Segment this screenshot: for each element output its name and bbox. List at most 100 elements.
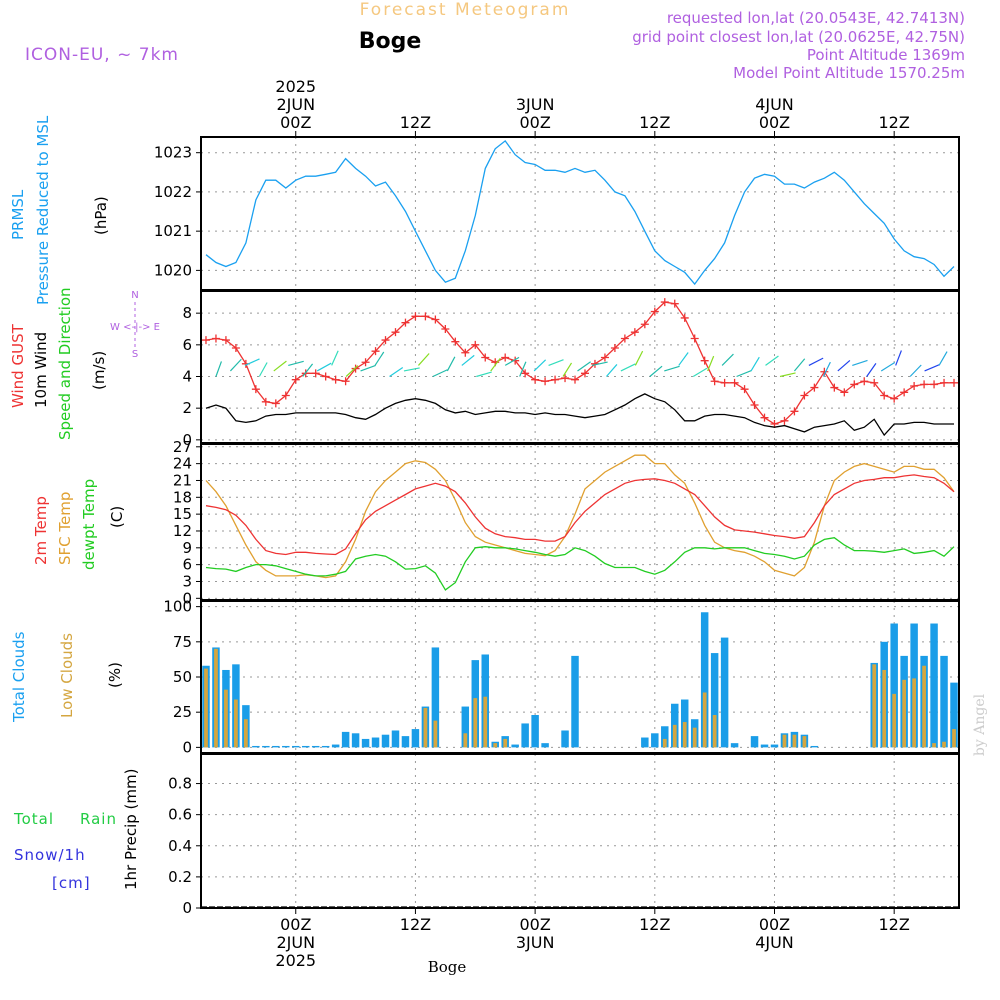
gust-point	[521, 369, 530, 378]
clouds-ytick-label: 25	[173, 703, 192, 721]
gust-point	[600, 353, 609, 362]
total-cloud-bar	[381, 734, 390, 748]
bottom-time-label: 2JUN	[276, 933, 315, 952]
wind-direction-arrow	[880, 361, 896, 372]
wind-direction-arrow	[736, 369, 752, 378]
wind-direction-arrow	[417, 353, 430, 366]
wind-ytick-label: 2	[182, 399, 192, 417]
wind-direction-arrow	[837, 360, 851, 372]
gust-point	[531, 375, 540, 384]
top-time-label: 12Z	[400, 113, 431, 132]
low-cloud-bar	[214, 648, 218, 748]
pressure-msl-label: Pressure Reduced to MSL	[34, 115, 52, 305]
gust-point	[780, 416, 789, 425]
total-cloud-bar	[720, 637, 729, 748]
bottom-time-label: 2025	[275, 951, 316, 970]
bottom-time-label: 12Z	[400, 915, 431, 934]
wind-direction-arrow	[634, 350, 644, 366]
total-cloud-bar	[252, 745, 260, 748]
top-time-label: 00Z	[280, 113, 311, 132]
gust-point	[680, 313, 689, 322]
wind-direction-arrow	[389, 367, 404, 377]
total-cloud-bar	[431, 647, 440, 748]
wind-direction-arrow	[215, 361, 222, 377]
gust-point	[900, 388, 909, 397]
precip-ytick-label: 0.2	[168, 868, 192, 886]
total-cloud-bar	[391, 730, 400, 748]
low-cloud-bar	[483, 696, 488, 748]
wind-direction-arrow	[403, 367, 420, 372]
speed-direction-label: Speed and Direction	[56, 287, 74, 440]
bottom-time-label: 00Z	[519, 915, 550, 934]
clouds-ytick-label: 75	[173, 633, 192, 651]
low-cloud-bar	[942, 741, 946, 748]
low-cloud-bar	[244, 719, 248, 748]
snow-unit-label: [cm]	[52, 874, 91, 892]
low-clouds-label: Low Clouds	[58, 633, 76, 718]
wind-direction-arrow	[316, 362, 332, 372]
total-cloud-bar	[561, 730, 569, 748]
gust-point	[890, 394, 899, 403]
wind-direction-arrow	[258, 362, 268, 377]
total-cloud-bar	[661, 726, 669, 748]
low-cloud-bar	[503, 738, 508, 748]
low-cloud-bar	[912, 678, 916, 748]
model-altitude: Model Point Altitude 1570.25m	[733, 64, 965, 82]
low-cloud-bar	[662, 738, 667, 748]
total-cloud-bar	[461, 706, 470, 748]
total-cloud-bar	[262, 745, 270, 748]
gust-point	[541, 377, 550, 386]
pressure-series-line	[205, 139, 955, 286]
gust-point	[381, 336, 390, 345]
temperature-ytick-label: 27	[173, 438, 192, 456]
gust-point	[790, 407, 799, 416]
gust-point	[850, 380, 859, 389]
gust-point	[740, 385, 749, 394]
precip-unit-label: 1hr Precip (mm)	[122, 769, 140, 890]
total-label: Total	[13, 810, 54, 828]
bottom-time-label: 12Z	[879, 915, 910, 934]
celsius-unit-label: (C)	[108, 506, 126, 528]
total-cloud-bar	[730, 743, 739, 748]
top-time-label: 00Z	[519, 113, 550, 132]
total-cloud-bar	[700, 612, 709, 748]
wind-direction-arrow	[461, 354, 475, 366]
gust-point	[361, 358, 370, 367]
gust-point	[670, 299, 679, 308]
low-cloud-bar	[902, 679, 907, 748]
top-time-label: 4JUN	[755, 95, 794, 114]
gust-point	[630, 328, 639, 337]
gust-point	[750, 401, 759, 409]
temperature-panel-frame	[200, 443, 960, 601]
sfc-temp-line	[205, 454, 955, 579]
dewpt-temp-label: dewpt Temp	[80, 479, 98, 570]
gust-point	[561, 374, 570, 383]
temperature-ytick-label: 3	[182, 572, 192, 590]
precip-panel-labels: Total Rain Snow/1h [cm] 1hr Precip (mm)	[13, 769, 140, 892]
wind-direction-arrow	[649, 365, 663, 377]
total-cloud-bar	[321, 745, 330, 748]
gust-point	[341, 377, 350, 386]
gust-point	[391, 328, 400, 337]
gust-point	[610, 344, 619, 352]
temperature-ytick-label: 15	[173, 505, 192, 523]
clouds-ytick-label: 0	[182, 738, 192, 756]
total-cloud-bar	[361, 738, 370, 748]
total-clouds-label: Total Clouds	[10, 631, 28, 723]
low-cloud-bar	[493, 743, 498, 748]
gust-point	[251, 385, 260, 394]
total-cloud-bar	[930, 623, 938, 748]
low-cloud-bar	[692, 727, 697, 748]
total-cloud-bar	[511, 744, 519, 748]
total-cloud-bar	[890, 623, 898, 748]
wind-series-line	[205, 393, 954, 437]
gust-point	[910, 382, 919, 390]
top-time-label: 3JUN	[516, 95, 555, 114]
wind-direction-arrow	[229, 358, 242, 372]
wind-panel-frame	[200, 290, 960, 444]
total-cloud-bar	[411, 729, 420, 748]
bottom-time-label: 00Z	[280, 915, 311, 934]
gust-point	[481, 353, 490, 362]
low-cloud-bar	[802, 736, 807, 748]
low-cloud-bar	[234, 699, 238, 748]
